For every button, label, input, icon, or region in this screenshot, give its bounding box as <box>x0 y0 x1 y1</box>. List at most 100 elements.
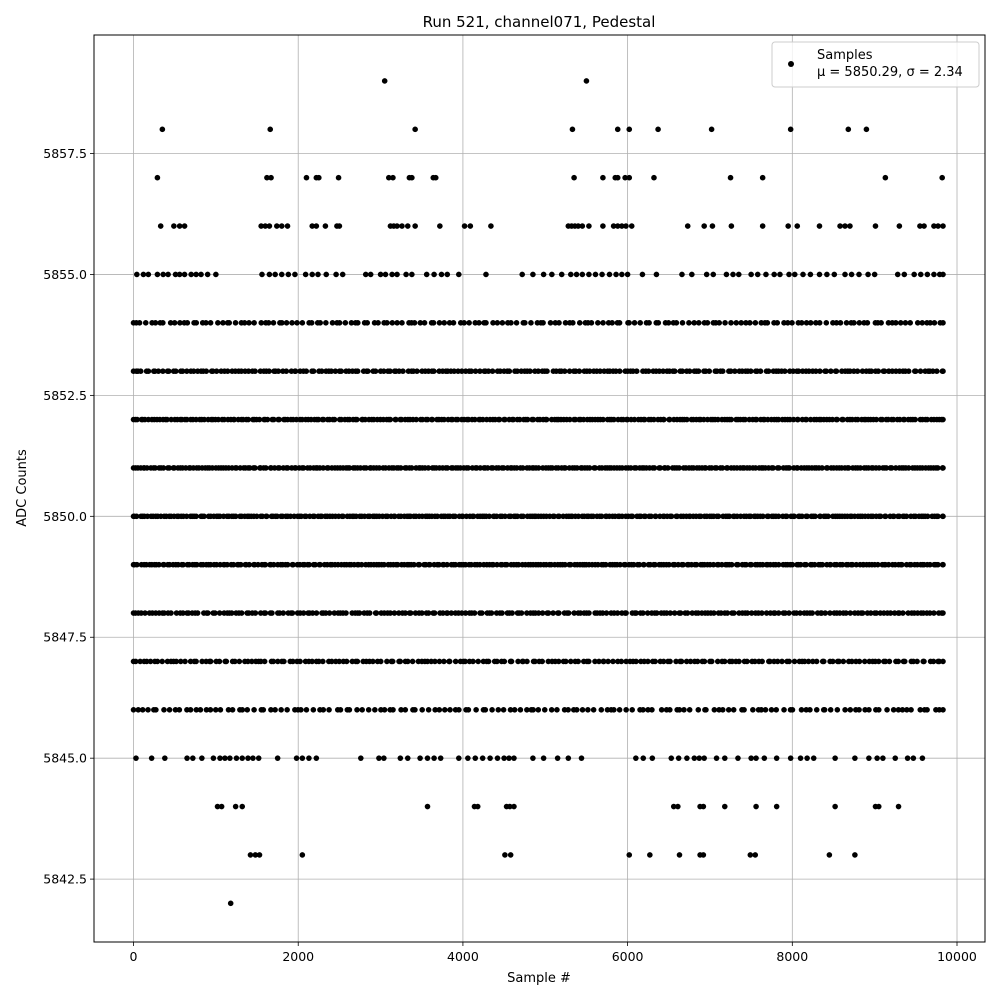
data-point <box>266 368 272 374</box>
data-point <box>490 320 496 326</box>
data-point <box>752 320 759 326</box>
data-point <box>488 610 495 616</box>
data-point <box>270 561 277 568</box>
data-point <box>289 320 295 326</box>
data-point <box>193 271 199 278</box>
data-point <box>181 223 188 229</box>
data-point <box>268 174 274 181</box>
data-point <box>317 320 323 326</box>
data-point <box>134 271 140 278</box>
data-point <box>616 707 623 713</box>
data-point <box>359 707 365 713</box>
data-point <box>884 707 890 713</box>
data-point <box>154 271 161 278</box>
data-point <box>434 513 441 520</box>
data-point <box>701 223 707 229</box>
data-point <box>173 368 179 374</box>
data-point <box>262 223 269 229</box>
data-point <box>419 610 425 616</box>
data-point <box>823 320 830 326</box>
data-point <box>419 707 426 713</box>
data-point <box>502 513 508 520</box>
data-point <box>284 561 291 568</box>
data-point <box>893 320 899 326</box>
data-point <box>548 707 555 713</box>
data-point <box>382 271 389 278</box>
data-point <box>883 465 890 471</box>
data-point <box>161 707 167 713</box>
data-point <box>904 707 910 713</box>
data-point <box>934 368 940 374</box>
data-point <box>232 513 239 520</box>
data-point <box>908 707 914 713</box>
data-point <box>210 755 217 761</box>
data-point <box>430 320 437 326</box>
data-point <box>528 320 534 326</box>
data-point <box>238 561 244 568</box>
data-point <box>592 465 599 471</box>
data-point <box>239 803 246 810</box>
data-point <box>342 320 349 326</box>
data-point <box>668 513 675 520</box>
data-point <box>684 755 690 761</box>
data-point <box>837 320 844 326</box>
data-point <box>346 707 353 713</box>
data-point <box>562 561 568 568</box>
data-point <box>834 707 841 713</box>
data-point <box>172 271 179 278</box>
data-point <box>647 852 653 858</box>
data-point <box>713 465 720 471</box>
data-point <box>623 658 629 665</box>
grid-lines <box>94 35 985 942</box>
data-point <box>683 658 690 665</box>
data-point <box>335 174 342 181</box>
data-point <box>267 126 274 133</box>
data-point <box>130 320 137 326</box>
data-point <box>258 223 264 229</box>
data-point <box>471 610 478 616</box>
data-point <box>733 320 740 326</box>
data-point <box>868 368 875 374</box>
data-point <box>232 658 238 665</box>
data-point <box>573 271 580 278</box>
data-point <box>180 561 186 568</box>
data-point <box>845 126 852 133</box>
data-point <box>935 513 941 520</box>
data-point <box>472 755 479 761</box>
data-point <box>610 658 616 665</box>
data-point <box>931 610 937 616</box>
data-point <box>161 610 168 616</box>
data-point <box>631 320 638 326</box>
data-point <box>225 707 232 713</box>
data-point <box>315 271 321 278</box>
data-point <box>331 416 338 423</box>
data-point <box>847 707 854 713</box>
data-point <box>508 658 515 665</box>
data-point <box>821 658 827 665</box>
data-point <box>651 465 658 471</box>
data-point <box>934 465 941 471</box>
data-point <box>394 223 400 229</box>
data-point <box>398 465 404 471</box>
data-point <box>441 320 448 326</box>
data-point <box>431 755 437 761</box>
data-point <box>679 368 686 374</box>
data-point <box>633 610 639 616</box>
data-point <box>696 320 702 326</box>
data-point <box>680 561 686 568</box>
data-point <box>570 320 576 326</box>
data-point <box>882 513 889 520</box>
data-point <box>412 707 418 713</box>
data-point <box>839 561 846 568</box>
data-point <box>827 610 833 616</box>
data-point <box>176 223 183 229</box>
data-point <box>384 658 390 665</box>
data-point <box>807 320 814 326</box>
data-point <box>494 755 501 761</box>
data-point <box>641 561 647 568</box>
data-point <box>849 658 855 665</box>
data-point <box>875 561 881 568</box>
data-point <box>904 755 911 761</box>
data-point <box>781 707 787 713</box>
data-point <box>461 223 468 229</box>
